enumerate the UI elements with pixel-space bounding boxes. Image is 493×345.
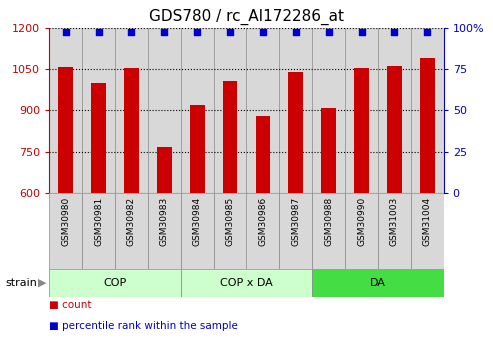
Bar bbox=[312, 269, 444, 297]
Point bbox=[62, 29, 70, 34]
Bar bbox=[387, 66, 402, 193]
Point bbox=[292, 29, 300, 34]
Bar bbox=[411, 193, 444, 269]
Bar bbox=[49, 28, 82, 193]
Text: GSM31004: GSM31004 bbox=[423, 197, 432, 246]
Bar bbox=[124, 68, 139, 193]
Bar bbox=[246, 193, 280, 269]
Point bbox=[95, 29, 103, 34]
Bar bbox=[148, 28, 181, 193]
Bar bbox=[420, 58, 435, 193]
Bar bbox=[181, 28, 213, 193]
Bar bbox=[378, 193, 411, 269]
Text: DA: DA bbox=[370, 278, 386, 288]
Bar bbox=[280, 28, 312, 193]
Point bbox=[128, 29, 136, 34]
Bar bbox=[82, 193, 115, 269]
Point bbox=[325, 29, 333, 34]
Text: GSM30982: GSM30982 bbox=[127, 197, 136, 246]
Bar bbox=[115, 193, 148, 269]
Point bbox=[160, 29, 168, 34]
Point bbox=[259, 29, 267, 34]
Bar bbox=[82, 28, 115, 193]
Point bbox=[357, 29, 365, 34]
Bar bbox=[345, 193, 378, 269]
Text: GSM30983: GSM30983 bbox=[160, 197, 169, 246]
Bar bbox=[378, 28, 411, 193]
Bar bbox=[223, 81, 238, 193]
Text: GSM30990: GSM30990 bbox=[357, 197, 366, 246]
Point bbox=[226, 29, 234, 34]
Text: GSM30986: GSM30986 bbox=[258, 197, 267, 246]
Text: GSM30988: GSM30988 bbox=[324, 197, 333, 246]
Point bbox=[193, 29, 201, 34]
Text: GSM31003: GSM31003 bbox=[390, 197, 399, 246]
Point bbox=[423, 29, 431, 34]
Point bbox=[390, 29, 398, 34]
Bar bbox=[312, 28, 345, 193]
Text: ■ count: ■ count bbox=[49, 300, 92, 310]
Bar bbox=[49, 193, 82, 269]
Text: GSM30980: GSM30980 bbox=[61, 197, 70, 246]
Bar bbox=[255, 117, 270, 193]
Text: ▶: ▶ bbox=[37, 278, 46, 288]
Text: COP: COP bbox=[104, 278, 127, 288]
Bar bbox=[280, 193, 312, 269]
Text: GSM30981: GSM30981 bbox=[94, 197, 103, 246]
Text: strain: strain bbox=[5, 278, 37, 288]
Bar bbox=[148, 193, 181, 269]
Text: GSM30984: GSM30984 bbox=[193, 197, 202, 246]
Bar bbox=[91, 83, 106, 193]
Bar bbox=[58, 67, 73, 193]
Bar bbox=[115, 28, 148, 193]
Bar bbox=[288, 72, 303, 193]
Bar bbox=[321, 108, 336, 193]
Bar bbox=[345, 28, 378, 193]
Bar bbox=[312, 193, 345, 269]
Title: GDS780 / rc_AI172286_at: GDS780 / rc_AI172286_at bbox=[149, 9, 344, 25]
Bar bbox=[181, 193, 213, 269]
Text: ■ percentile rank within the sample: ■ percentile rank within the sample bbox=[49, 321, 238, 331]
Bar bbox=[157, 147, 172, 193]
Text: GSM30985: GSM30985 bbox=[226, 197, 235, 246]
Text: GSM30987: GSM30987 bbox=[291, 197, 300, 246]
Bar bbox=[354, 68, 369, 193]
Bar bbox=[411, 28, 444, 193]
Bar bbox=[181, 269, 312, 297]
Text: COP x DA: COP x DA bbox=[220, 278, 273, 288]
Bar bbox=[213, 28, 246, 193]
Bar bbox=[246, 28, 280, 193]
Bar bbox=[190, 105, 205, 193]
Bar bbox=[213, 193, 246, 269]
Bar bbox=[49, 269, 181, 297]
